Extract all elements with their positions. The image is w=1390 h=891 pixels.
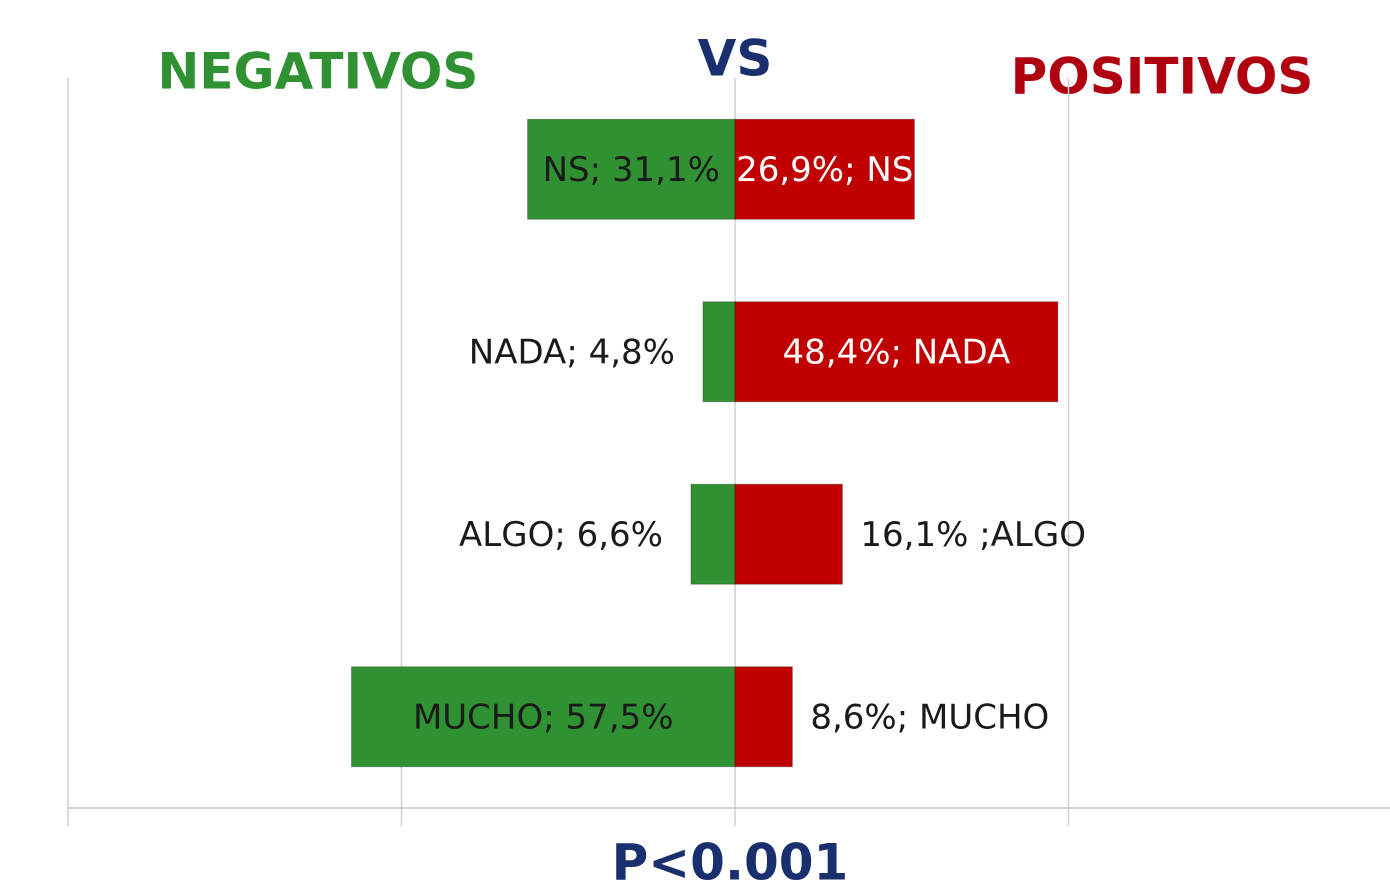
value-label: 48,4%; NADA [783,332,1011,372]
value-label: ALGO; 6,6% [459,515,663,555]
chart-title: VS [698,30,773,88]
p-value: P<0.001 [612,834,849,891]
value-label: NS; 31,1% [543,150,720,190]
bar [350,666,736,768]
value-label: 8,6%; MUCHO [810,697,1049,737]
bar [734,118,915,220]
legend-right: POSITIVOS [1011,48,1314,106]
legend-left: NEGATIVOS [158,43,479,101]
bar [734,666,793,768]
value-label: 26,9%; NS [736,150,913,190]
bar [702,301,736,403]
value-label: NADA; 4,8% [469,332,675,372]
value-label: 16,1% ;ALGO [860,515,1086,555]
bar [690,483,736,585]
bar [527,118,736,220]
bar [734,301,1059,403]
bar [734,483,843,585]
value-label: MUCHO; 57,5% [413,697,674,737]
